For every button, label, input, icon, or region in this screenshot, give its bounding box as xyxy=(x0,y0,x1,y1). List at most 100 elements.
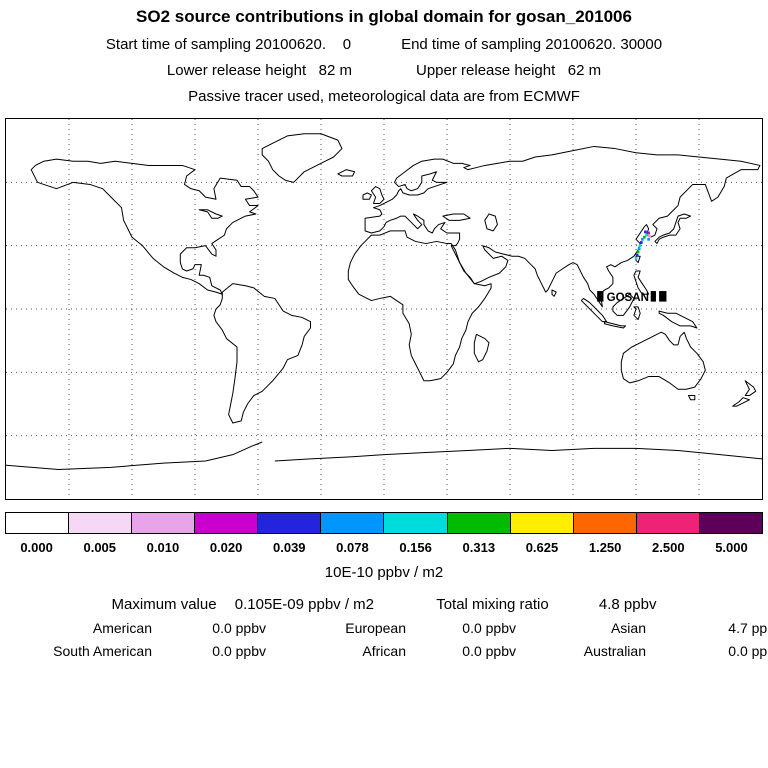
region-contributions: American 0.0 ppbv European 0.0 ppbv Asian 4.7… xyxy=(36,620,768,659)
colorbar-segment xyxy=(510,513,574,533)
colorbar-tick-label: 0.010 xyxy=(146,540,180,555)
colorbar-segment xyxy=(384,513,448,533)
colorbar-segment xyxy=(69,513,133,533)
contribution-cell xyxy=(640,237,644,241)
total-mixing-ratio-value: 4.8 ppbv xyxy=(598,596,657,613)
coastline xyxy=(338,170,355,176)
tracer-info-line: Passive tracer used, meteorological data… xyxy=(0,88,768,105)
contribution-cell xyxy=(647,231,650,235)
coastline xyxy=(605,322,626,328)
region-name: African xyxy=(362,643,406,659)
coastline xyxy=(634,271,649,294)
coastline xyxy=(474,334,489,361)
coastline xyxy=(199,210,222,218)
region-value: 0.0 ppbv xyxy=(728,643,768,659)
colorbar-segment xyxy=(195,513,259,533)
colorbar xyxy=(5,512,763,534)
contribution-cell xyxy=(644,230,647,234)
region-value: 0.0 ppbv xyxy=(462,643,516,659)
coastline xyxy=(443,214,470,220)
colorbar-tick-label: 0.020 xyxy=(209,540,243,555)
region-value: 0.0 ppbv xyxy=(212,620,266,636)
coastline xyxy=(348,231,491,381)
coastline xyxy=(745,381,756,396)
total-mixing-ratio-label: Total mixing ratio xyxy=(436,596,549,613)
upper-release-text: Upper release height 62 m xyxy=(416,62,602,79)
region-name: Australian xyxy=(583,643,646,659)
colorbar-tick-label: 2.500 xyxy=(652,540,685,555)
contribution-cell xyxy=(634,256,638,260)
end-time-text: End time of sampling 20100620. 30000 xyxy=(401,36,663,53)
summary-line: Maximum value 0.105E-09 ppbv / m2 Total … xyxy=(0,596,768,613)
contribution-cell xyxy=(647,237,650,241)
coastline xyxy=(733,398,750,406)
colorbar-segment xyxy=(6,513,70,533)
coastline xyxy=(31,159,258,294)
region-name: Asian xyxy=(610,620,646,636)
region-value: 0.0 ppbv xyxy=(212,643,266,659)
colorbar-tick-label: 0.625 xyxy=(525,540,559,555)
contribution-cell xyxy=(643,235,646,239)
maximum-value-label: Maximum value xyxy=(111,596,217,613)
colorbar-unit-label: 10E-10 ppbv / m2 xyxy=(324,564,444,581)
colorbar-segment xyxy=(699,513,762,533)
coastline xyxy=(581,298,606,321)
contribution-cell xyxy=(637,247,641,251)
colorbar-tick-label: 0.156 xyxy=(399,540,432,555)
maximum-value: 0.105E-09 ppbv / m2 xyxy=(234,596,375,613)
coastline xyxy=(552,290,556,296)
coastline xyxy=(659,311,697,328)
colorbar-tick-label: 1.250 xyxy=(588,540,622,555)
region-value: 0.0 ppbv xyxy=(462,620,516,636)
station-marker xyxy=(597,291,604,302)
sampling-times-line: Start time of sampling 20100620. 0 End ti… xyxy=(0,36,768,53)
colorbar-segment xyxy=(321,513,385,533)
coastline xyxy=(613,294,634,315)
region-name: American xyxy=(92,620,152,636)
world-map-frame: GOSAN xyxy=(5,118,763,500)
plot-title: SO2 source contributions in global domai… xyxy=(136,7,632,26)
colorbar-tick-label: 0.313 xyxy=(462,540,496,555)
contribution-cell xyxy=(636,250,640,254)
antarctica-coastline xyxy=(6,442,262,469)
region-name: South American xyxy=(53,643,152,659)
coastline xyxy=(262,134,342,183)
antarctica-coastline xyxy=(275,448,762,461)
contribution-cell xyxy=(635,253,639,257)
coastline xyxy=(485,214,498,231)
colorbar-tick-label: 0.039 xyxy=(273,540,306,555)
coastline xyxy=(634,307,640,320)
coastline xyxy=(371,187,384,204)
start-time-text: Start time of sampling 20100620. 0 xyxy=(105,36,352,53)
station-marker xyxy=(659,291,667,302)
colorbar-segment xyxy=(132,513,196,533)
coastline xyxy=(365,146,760,306)
coastline xyxy=(655,214,691,244)
lower-release-text: Lower release height 82 m xyxy=(166,62,352,79)
colorbar-segment xyxy=(636,513,700,533)
station-marker xyxy=(650,291,656,302)
station-label: GOSAN xyxy=(607,292,649,304)
coastline xyxy=(621,332,705,389)
contribution-cell xyxy=(648,234,652,238)
tracer-info-text: Passive tracer used, meteorological data… xyxy=(188,88,580,105)
colorbar-segment xyxy=(447,513,511,533)
world-map: GOSAN xyxy=(6,119,762,499)
contribution-cell xyxy=(638,244,642,248)
colorbar-tick-label: 5.000 xyxy=(715,540,748,555)
colorbar-tick-label: 0.005 xyxy=(83,540,117,555)
coastline xyxy=(363,193,371,199)
coastline xyxy=(214,284,311,423)
release-heights-line: Lower release height 82 m Upper release h… xyxy=(0,62,768,79)
contribution-cell xyxy=(639,241,643,244)
region-name: European xyxy=(345,620,406,636)
colorbar-segment xyxy=(573,513,637,533)
colorbar-tick-labels: 0.000 0.005 0.010 0.020 0.039 0.078 0.156 0.313… xyxy=(5,540,763,555)
colorbar-tick-label: 0.078 xyxy=(336,540,369,555)
region-value: 4.7 ppbv xyxy=(728,620,768,636)
contribution-cell xyxy=(645,233,648,237)
coastline xyxy=(689,396,695,400)
colorbar-tick-label: 0.000 xyxy=(20,540,53,555)
colorbar-segment xyxy=(258,513,322,533)
